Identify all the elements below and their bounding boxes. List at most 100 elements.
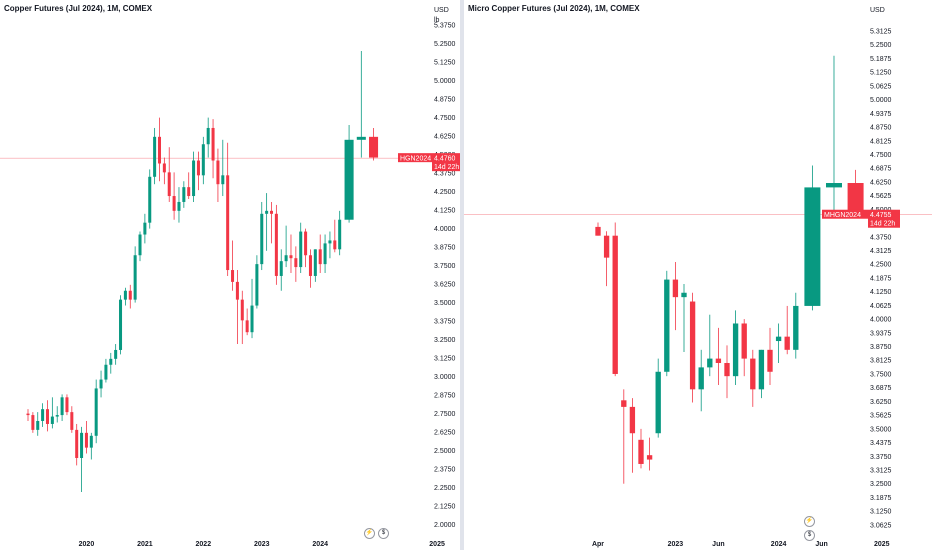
candle-body bbox=[90, 436, 93, 448]
candle-body bbox=[826, 183, 842, 187]
y-tick-label: 3.9375 bbox=[870, 330, 892, 337]
candle bbox=[197, 152, 200, 190]
candle bbox=[724, 345, 729, 398]
candle-body bbox=[699, 367, 704, 389]
candle bbox=[776, 323, 781, 363]
candle bbox=[207, 118, 210, 158]
price-tag: HGN2024 4.4760 14d 22h bbox=[398, 153, 460, 171]
candle bbox=[357, 51, 366, 158]
candle bbox=[65, 394, 68, 415]
chart-pane-left[interactable]: Copper Futures (Jul 2024), 1M, COMEX USD… bbox=[0, 0, 460, 550]
chart-pane-right[interactable]: Micro Copper Futures (Jul 2024), 1M, COM… bbox=[464, 0, 932, 550]
candle-body bbox=[46, 409, 49, 424]
candle-body bbox=[197, 161, 200, 176]
candle bbox=[95, 380, 98, 444]
candle-body bbox=[31, 415, 34, 430]
candle bbox=[61, 394, 64, 421]
dividend-icon[interactable]: $ bbox=[804, 530, 815, 541]
candle bbox=[187, 172, 190, 199]
x-tick-label: 2023 bbox=[254, 541, 270, 548]
candle bbox=[319, 235, 322, 273]
candle bbox=[231, 240, 234, 290]
candle bbox=[134, 246, 137, 302]
lightning-icon[interactable]: ⚡ bbox=[364, 528, 375, 539]
candle-body bbox=[143, 223, 146, 235]
x-tick-label: 2024 bbox=[312, 541, 328, 548]
candle bbox=[333, 220, 336, 253]
candle bbox=[26, 409, 29, 421]
candle-body bbox=[324, 243, 327, 264]
candle-body bbox=[173, 196, 176, 211]
candle bbox=[163, 158, 166, 185]
candle bbox=[613, 223, 618, 377]
candle-body bbox=[70, 412, 73, 430]
candle bbox=[143, 214, 146, 244]
candle-body bbox=[299, 232, 302, 268]
candle-body bbox=[294, 258, 297, 267]
candlestick-chart-right[interactable]: USD 5.3125 5.2500 5.1875 5.1250 5.0625 5.0000 4… bbox=[464, 0, 932, 550]
candle bbox=[153, 128, 156, 184]
candle-body bbox=[114, 350, 117, 359]
candle bbox=[80, 427, 83, 492]
candle bbox=[785, 306, 790, 354]
y-tick-label: 2.2500 bbox=[434, 485, 456, 492]
candle bbox=[56, 406, 59, 422]
candle-body bbox=[212, 128, 215, 161]
candle-body bbox=[785, 337, 790, 350]
y-tick-label: 2.8750 bbox=[434, 393, 456, 400]
candle bbox=[51, 397, 54, 428]
dividend-icon[interactable]: $ bbox=[378, 528, 389, 539]
candle-body bbox=[124, 291, 127, 300]
candle bbox=[324, 235, 327, 273]
candle-body bbox=[255, 264, 258, 305]
candle-body bbox=[750, 359, 755, 390]
y-tick-label: 3.2500 bbox=[870, 481, 892, 488]
candle bbox=[707, 315, 712, 376]
candle bbox=[304, 229, 307, 267]
candle-body bbox=[187, 187, 190, 196]
y-tick-label: 4.9375 bbox=[870, 111, 892, 118]
y-tick-label: 3.4375 bbox=[870, 440, 892, 447]
candle bbox=[236, 270, 239, 344]
candle bbox=[289, 235, 292, 273]
y-tick-label: 4.8750 bbox=[870, 125, 892, 132]
candle-body bbox=[251, 306, 254, 333]
candle-body bbox=[216, 161, 219, 185]
candle-body bbox=[100, 380, 103, 389]
candlestick-chart-left[interactable]: USD lb5.3750 5.2500 5.1250 5.0000 4.8750 4.750… bbox=[0, 0, 460, 550]
y-tick-label: 4.3750 bbox=[434, 171, 456, 178]
candle bbox=[158, 118, 161, 182]
candle-body bbox=[207, 128, 210, 144]
y-tick-label: 3.5625 bbox=[870, 413, 892, 420]
candle bbox=[621, 389, 626, 483]
candle-body bbox=[129, 291, 132, 300]
lightning-icon[interactable]: ⚡ bbox=[804, 516, 815, 527]
y-tick-label: 4.7500 bbox=[870, 152, 892, 159]
candle-body bbox=[75, 430, 78, 458]
x-tick-label: 2025 bbox=[429, 541, 445, 548]
candle bbox=[647, 438, 652, 471]
candle bbox=[328, 232, 331, 259]
candle bbox=[104, 359, 107, 383]
y-tick-label: 3.5000 bbox=[434, 300, 456, 307]
candle bbox=[31, 412, 34, 433]
y-tick-label: 3.0000 bbox=[434, 374, 456, 381]
candle-body bbox=[707, 359, 712, 368]
candle-body bbox=[664, 280, 669, 372]
candle bbox=[168, 147, 171, 202]
candle-body bbox=[51, 417, 54, 424]
y-tick-label: 4.3125 bbox=[870, 248, 892, 255]
candle bbox=[299, 223, 302, 273]
candle bbox=[36, 412, 39, 436]
candle bbox=[182, 181, 185, 208]
candle-body bbox=[241, 300, 244, 321]
candle-body bbox=[304, 232, 307, 256]
candle bbox=[46, 400, 49, 431]
candle-body bbox=[231, 270, 234, 282]
y-tick-label: 2.5000 bbox=[434, 448, 456, 455]
candle bbox=[90, 433, 93, 460]
candle bbox=[275, 205, 278, 285]
candle-body bbox=[109, 359, 112, 365]
y-tick-label: 4.6250 bbox=[870, 179, 892, 186]
candle bbox=[673, 262, 678, 330]
